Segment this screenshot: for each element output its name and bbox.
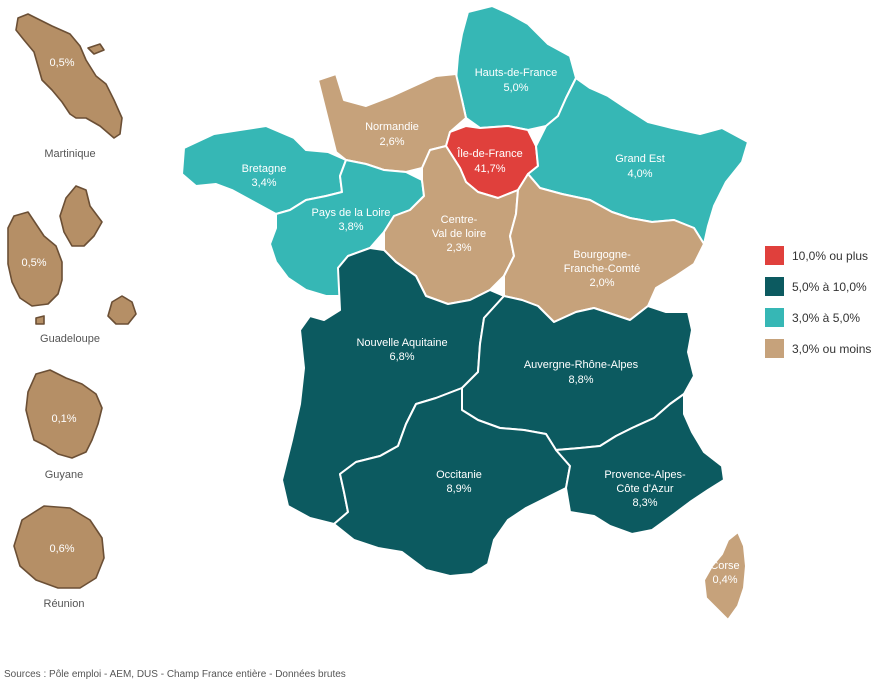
legend-label: 5,0% à 10,0% [792, 279, 867, 294]
region-bourgogne-franche-comte [503, 173, 705, 323]
label-occitanie-value: 8,9% [446, 483, 471, 495]
legend-item-3-or-less: 3,0% ou moins [765, 338, 871, 359]
marie-galante [107, 295, 137, 325]
martinique-shape [15, 13, 123, 139]
legend-label: 3,0% ou moins [792, 341, 872, 356]
label-paca-name-1: Provence-Alpes- [604, 469, 686, 481]
martinique-islet [87, 43, 105, 55]
legend-label: 10,0% ou plus [792, 248, 869, 263]
label-centre-name-2: Val de loire [432, 228, 486, 240]
map-legend: 10,0% ou plus 5,0% à 10,0% 3,0% à 5,0% 3… [765, 245, 871, 369]
label-paca-name-2: Côte d'Azur [616, 483, 673, 495]
label-grand-est-value: 4,0% [627, 168, 652, 180]
label-ile-de-france-name: Île-de-France [456, 147, 522, 160]
label-pays-de-la-loire-value: 3,8% [338, 221, 363, 233]
les-saintes [35, 315, 45, 325]
legend-label: 3,0% à 5,0% [792, 310, 861, 325]
reunion-caption: Réunion [44, 598, 85, 610]
label-auvergne-rhone-alpes-value: 8,8% [568, 374, 593, 386]
label-hauts-de-france-value: 5,0% [503, 82, 528, 94]
legend-swatch [765, 277, 784, 296]
label-occitanie-name: Occitanie [436, 469, 482, 481]
reunion-value: 0,6% [49, 543, 74, 555]
reunion-group: 0,6% Réunion [13, 505, 105, 610]
label-centre-value: 2,3% [446, 242, 471, 254]
label-pays-de-la-loire-name: Pays de la Loire [312, 207, 391, 219]
guyane-shape [25, 369, 103, 459]
region-labels: Hauts-de-France 5,0% Normandie 2,6% Île-… [242, 67, 740, 586]
guadeloupe-caption: Guadeloupe [40, 333, 100, 345]
legend-item-5-to-10: 5,0% à 10,0% [765, 276, 871, 297]
source-note: Sources : Pôle emploi - AEM, DUS - Champ… [4, 669, 346, 680]
label-grand-est-name: Grand Est [615, 153, 665, 165]
label-corse-name: Corse [710, 560, 739, 572]
guadeloupe-basse-terre [7, 211, 63, 307]
label-hauts-de-france-name: Hauts-de-France [475, 67, 558, 79]
reunion-shape [13, 505, 105, 589]
region-provence-alpes-cote-azur [555, 393, 725, 535]
legend-item-10-plus: 10,0% ou plus [765, 245, 871, 266]
guadeloupe-grande-terre [59, 185, 103, 247]
label-paca-value: 8,3% [632, 497, 657, 509]
martinique-value: 0,5% [49, 57, 74, 69]
label-nouvelle-aquitaine-value: 6,8% [389, 351, 414, 363]
label-normandie-value: 2,6% [379, 136, 404, 148]
guyane-value: 0,1% [51, 413, 76, 425]
label-bretagne-name: Bretagne [242, 163, 287, 175]
region-occitanie [333, 387, 571, 577]
martinique-caption: Martinique [44, 148, 95, 160]
martinique-group: 0,5% Martinique [15, 13, 123, 160]
label-nouvelle-aquitaine-name: Nouvelle Aquitaine [356, 337, 447, 349]
legend-swatch [765, 339, 784, 358]
label-auvergne-rhone-alpes-name: Auvergne-Rhône-Alpes [524, 359, 639, 371]
legend-swatch [765, 308, 784, 327]
label-ile-de-france-value: 41,7% [474, 163, 505, 175]
label-corse-value: 0,4% [712, 574, 737, 586]
label-bourgogne-name-1: Bourgogne- [573, 249, 631, 261]
guadeloupe-group: 0,5% Guadeloupe [7, 185, 137, 345]
label-normandie-name: Normandie [365, 121, 419, 133]
legend-item-3-to-5: 3,0% à 5,0% [765, 307, 871, 328]
guyane-caption: Guyane [45, 469, 84, 481]
guyane-group: 0,1% Guyane [25, 369, 103, 481]
label-bourgogne-value: 2,0% [589, 277, 614, 289]
label-bretagne-value: 3,4% [251, 177, 276, 189]
label-bourgogne-name-2: Franche-Comté [564, 263, 640, 275]
guadeloupe-value: 0,5% [21, 257, 46, 269]
region-corse [703, 531, 747, 621]
label-centre-name-1: Centre- [441, 214, 478, 226]
legend-swatch [765, 246, 784, 265]
